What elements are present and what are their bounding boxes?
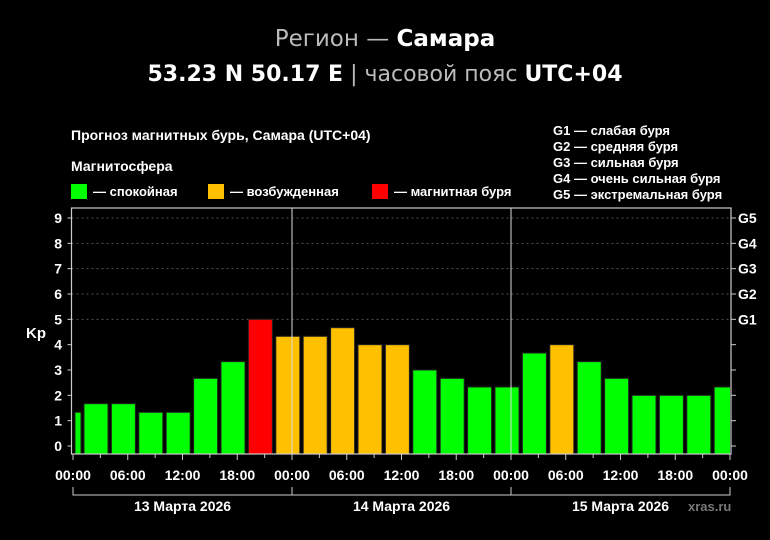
kp-bar	[165, 411, 191, 454]
x-tick-label: 18:00	[438, 467, 474, 483]
kp-bar	[193, 377, 219, 454]
x-tick-label: 00:00	[274, 467, 310, 483]
coordinates: 53.23 N 50.17 E	[147, 62, 344, 87]
kp-bar	[138, 411, 164, 454]
day-label: 14 Марта 2026	[353, 498, 450, 514]
x-tick-label: 12:00	[603, 467, 639, 483]
kp-bar	[110, 403, 136, 454]
kp-bar	[521, 352, 547, 454]
kp-bar	[604, 377, 630, 454]
kp-bar	[220, 361, 246, 454]
legend-swatch	[71, 184, 87, 199]
dash: —	[366, 26, 390, 52]
day-bracket	[72, 487, 293, 496]
kp-bar	[330, 327, 356, 454]
x-tick-label: 06:00	[110, 467, 146, 483]
kp-bar	[357, 344, 383, 454]
bars	[74, 318, 730, 454]
g-level-label: G4	[738, 235, 757, 251]
separator: |	[350, 62, 358, 87]
g-scale-legend-item: G3 — сильная буря	[553, 155, 679, 170]
g-scale-legend-item: G2 — средняя буря	[553, 139, 678, 154]
kp-bar	[275, 335, 301, 454]
y-tick-label: 5	[54, 311, 62, 327]
kp-bar	[494, 386, 520, 454]
kp-bar	[247, 318, 273, 454]
y-tick-label: 6	[54, 286, 62, 302]
kp-bar	[467, 386, 493, 454]
x-tick-label: 00:00	[493, 467, 529, 483]
x-tick-label: 12:00	[384, 467, 420, 483]
y-tick-label: 1	[54, 413, 62, 429]
day-bracket	[291, 487, 512, 496]
location-heading: 53.23 N 50.17 E | часовой пояс UTC+04	[0, 62, 770, 87]
legend-title: Магнитосфера	[71, 158, 173, 174]
y-tick-label: 2	[54, 387, 62, 403]
kp-bar	[686, 394, 712, 454]
chart-title: Прогноз магнитных бурь, Самара (UTC+04)	[71, 127, 371, 143]
y-tick-label: 0	[54, 438, 62, 454]
watermark: xras.ru	[688, 499, 731, 514]
legend-label: — спокойная	[93, 184, 178, 199]
x-tick-label: 06:00	[548, 467, 584, 483]
y-tick-label: 7	[54, 261, 62, 277]
kp-bar	[576, 361, 602, 454]
day-label: 13 Марта 2026	[134, 498, 231, 514]
y-tick-label: 3	[54, 362, 62, 378]
day-label: 15 Марта 2026	[572, 498, 669, 514]
x-tick-label: 06:00	[329, 467, 365, 483]
kp-bar	[549, 344, 575, 454]
x-tick-label: 12:00	[165, 467, 201, 483]
kp-bar	[631, 394, 657, 454]
kp-bar	[74, 411, 82, 454]
g-scale-legend-item: G5 — экстремальная буря	[553, 187, 722, 202]
x-tick-label: 18:00	[219, 467, 255, 483]
legend-swatch	[372, 184, 388, 199]
kp-bar	[83, 403, 109, 454]
day-bracket	[510, 487, 731, 496]
kp-bar	[439, 377, 465, 454]
region-name: Самара	[396, 26, 496, 52]
x-tick-label: 00:00	[712, 467, 748, 483]
timezone-value: UTC+04	[524, 62, 623, 87]
kp-bar	[412, 369, 438, 454]
x-tick-label: 18:00	[657, 467, 693, 483]
legend-label: — магнитная буря	[394, 184, 511, 199]
g-level-label: G2	[738, 286, 757, 302]
region-label: Регион	[274, 26, 359, 52]
x-tick-label: 00:00	[55, 467, 91, 483]
region-heading: Регион — Самара	[0, 26, 770, 52]
kp-bar	[384, 344, 410, 454]
timezone-label: часовой пояс	[364, 62, 518, 87]
g-level-label: G1	[738, 311, 757, 327]
g-level-label: G5	[738, 210, 757, 226]
y-tick-label: 8	[54, 235, 62, 251]
y-axis-label: Kp	[26, 325, 46, 342]
g-scale-legend-item: G1 — слабая буря	[553, 123, 670, 138]
legend-label: — возбужденная	[230, 184, 339, 199]
legend-swatch	[208, 184, 224, 199]
g-level-label: G3	[738, 261, 757, 277]
y-tick-label: 4	[54, 337, 62, 353]
kp-bar	[658, 394, 684, 454]
kp-bar	[302, 335, 328, 454]
y-tick-label: 9	[54, 210, 62, 226]
g-scale-legend-item: G4 — очень сильная буря	[553, 171, 720, 186]
